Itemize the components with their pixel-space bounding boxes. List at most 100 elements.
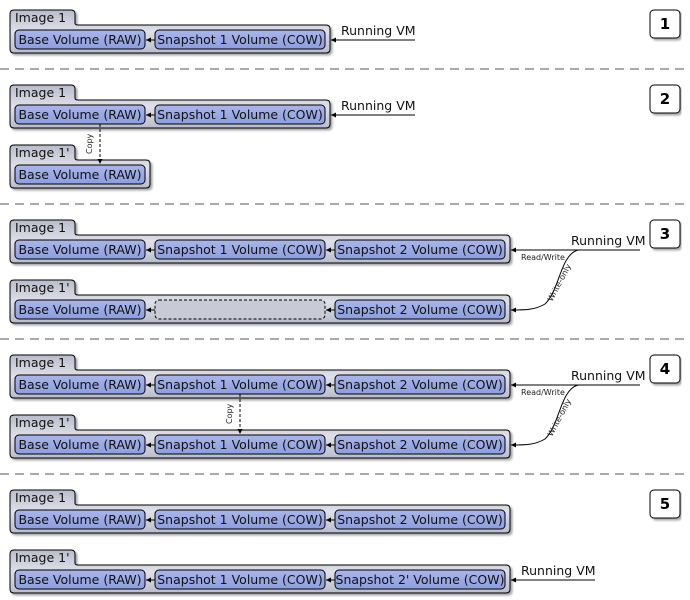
volume-label: Base Volume (RAW) (18, 302, 141, 317)
volume: Snapshot 1 Volume (COW) (154, 569, 326, 590)
vm-write-only-connection (510, 249, 579, 313)
volume: Snapshot 2 Volume (COW) (334, 434, 506, 455)
running-vm-label: Running VM (521, 563, 596, 578)
image-label: Image 1' (15, 415, 70, 430)
step-5: Image 1 Base Volume (RAW) Snapshot 1 Volum… (9, 489, 681, 594)
volume-label: Base Volume (RAW) (18, 377, 141, 392)
image-label: Image 1 (15, 490, 66, 505)
step-3: Image 1 Base Volume (RAW) Snapshot 1 Volum… (9, 219, 681, 324)
volume: Snapshot 2 Volume (COW) (334, 239, 506, 260)
image-container: Image 1 Base Volume (RAW) Snapshot 1 Volum… (9, 84, 331, 129)
image-container: Image 1' Base Volume (RAW) Snapshot 1 Volu… (9, 549, 511, 594)
volume-label: Snapshot 1 Volume (COW) (157, 437, 322, 452)
volume-label: Base Volume (RAW) (18, 572, 141, 587)
volume-label: Snapshot 1 Volume (COW) (157, 377, 322, 392)
volume-label: Snapshot 2 Volume (COW) (337, 242, 502, 257)
volume: Base Volume (RAW) (14, 509, 146, 530)
volume: Snapshot 2' Volume (COW) (334, 569, 506, 590)
step-number: 4 (660, 360, 670, 378)
copy-label: Copy (225, 403, 234, 424)
volume-label: Base Volume (RAW) (18, 167, 141, 182)
image-label: Image 1 (15, 85, 66, 100)
step-number: 5 (660, 495, 670, 513)
volume: Base Volume (RAW) (14, 104, 146, 125)
volume-label: Snapshot 1 Volume (COW) (157, 572, 322, 587)
copy-label: Copy (85, 133, 94, 154)
step-number-badge (649, 489, 681, 519)
volume-box (14, 374, 146, 395)
vm-write-only-connection (510, 384, 579, 448)
image-container: Image 1' Base Volume (RAW) Snapshot 2 Volu… (9, 279, 511, 324)
volume: Base Volume (RAW) (14, 239, 146, 260)
volume-label: Snapshot 1 Volume (COW) (157, 242, 322, 257)
volume: Base Volume (RAW) (14, 434, 146, 455)
image-container: Image 1 Base Volume (RAW) Snapshot 1 Volum… (9, 489, 511, 534)
volume-label: Base Volume (RAW) (18, 32, 141, 47)
image-container: Image 1 Base Volume (RAW) Snapshot 1 Volum… (9, 354, 511, 399)
image-label: Image 1 (15, 355, 66, 370)
step-2: Image 1 Base Volume (RAW) Snapshot 1 Volum… (9, 84, 681, 189)
volume: Snapshot 2 Volume (COW) (334, 299, 506, 320)
volume-box (14, 434, 146, 455)
read-write-label: Read/Write (521, 253, 565, 262)
step-number-badge (649, 219, 681, 249)
image-container: Image 1' Base Volume (RAW) (9, 144, 151, 189)
volume-label: Base Volume (RAW) (18, 242, 141, 257)
write-only-label: Write-only (546, 262, 573, 303)
volume-box (14, 164, 146, 185)
volume-box (14, 509, 146, 530)
step-number: 2 (660, 90, 670, 108)
step-number-badge (649, 84, 681, 114)
volume: Base Volume (RAW) (14, 569, 146, 590)
volume-box (14, 569, 146, 590)
volume-label: Snapshot 2 Volume (COW) (337, 437, 502, 452)
empty-volume-placeholder (154, 299, 326, 320)
read-write-label: Read/Write (521, 388, 565, 397)
volume: Snapshot 1 Volume (COW) (154, 239, 326, 260)
running-vm-label: Running VM (571, 368, 646, 383)
step-1: Image 1 Base Volume (RAW) Snapshot 1 Volum… (9, 9, 681, 54)
volume-label: Base Volume (RAW) (18, 437, 141, 452)
image-label: Image 1' (15, 145, 70, 160)
volume-label: Snapshot 2' Volume (COW) (336, 572, 505, 587)
running-vm-label: Running VM (341, 23, 416, 38)
volume: Snapshot 1 Volume (COW) (154, 434, 326, 455)
volume-label: Snapshot 2 Volume (COW) (337, 377, 502, 392)
volume-box (14, 29, 146, 50)
running-vm-label: Running VM (571, 233, 646, 248)
volume-label: Snapshot 1 Volume (COW) (157, 32, 322, 47)
volume-label: Base Volume (RAW) (18, 512, 141, 527)
write-only-label: Write-only (546, 397, 573, 438)
image-container: Image 1 Base Volume (RAW) Snapshot 1 Volum… (9, 219, 511, 264)
image-label: Image 1' (15, 280, 70, 295)
image-label: Image 1 (15, 220, 66, 235)
volume-label: Snapshot 2 Volume (COW) (337, 512, 502, 527)
volume: Snapshot 2 Volume (COW) (334, 509, 506, 530)
image-label: Image 1 (15, 10, 66, 25)
volume: Snapshot 1 Volume (COW) (154, 104, 326, 125)
step-number: 3 (660, 225, 670, 243)
volume-label: Snapshot 2 Volume (COW) (337, 302, 502, 317)
image-label: Image 1' (15, 550, 70, 565)
volume-label: Snapshot 1 Volume (COW) (157, 107, 322, 122)
volume-label: Base Volume (RAW) (18, 107, 141, 122)
volume: Snapshot 1 Volume (COW) (154, 509, 326, 530)
step-number: 1 (660, 15, 670, 33)
volume: Base Volume (RAW) (14, 374, 146, 395)
volume: Snapshot 2 Volume (COW) (334, 374, 506, 395)
step-4: Image 1 Base Volume (RAW) Snapshot 1 Volum… (9, 354, 681, 459)
volume: Base Volume (RAW) (14, 299, 146, 320)
volume: Base Volume (RAW) (14, 29, 146, 50)
step-number-badge (649, 354, 681, 384)
volume: Snapshot 1 Volume (COW) (154, 29, 326, 50)
image-container: Image 1 Base Volume (RAW) Snapshot 1 Volum… (9, 9, 331, 54)
volume: Base Volume (RAW) (14, 164, 146, 185)
running-vm-label: Running VM (341, 98, 416, 113)
volume: Snapshot 1 Volume (COW) (154, 374, 326, 395)
volume-label: Snapshot 1 Volume (COW) (157, 512, 322, 527)
volume-box (14, 299, 146, 320)
step-number-badge (649, 9, 681, 39)
volume-box (14, 104, 146, 125)
volume-box (14, 239, 146, 260)
